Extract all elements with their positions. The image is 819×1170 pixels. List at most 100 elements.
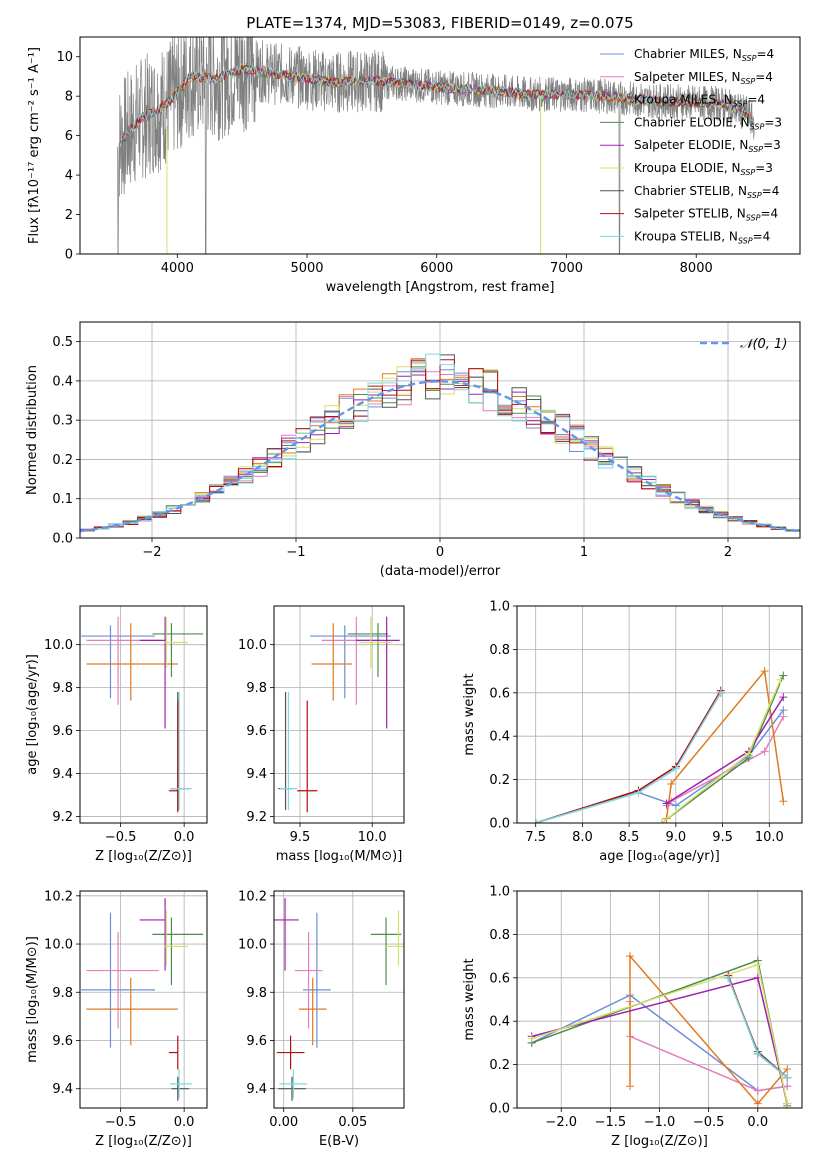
mass-vs-EBV-xtick-label: 0.05 <box>338 1115 367 1130</box>
spectrum-legend-label: Kroupa STELIB, NSSP=4 <box>634 229 770 245</box>
residuals-ytick-label: 0.1 <box>52 492 73 507</box>
spectrum-title: PLATE=1374, MJD=53083, FIBERID=0149, z=0… <box>246 14 633 32</box>
mass-weight-vs-age-point-marker <box>667 779 676 788</box>
legend-text-part: Salpeter STELIB, N <box>634 207 746 221</box>
mass-weight-vs-Z-point-marker <box>753 1049 762 1058</box>
spectrum-plot-area <box>117 37 755 254</box>
mass-weight-vs-age-ytick-label: 0.4 <box>489 730 510 745</box>
residuals-ylabel: Normed distribution <box>25 365 40 495</box>
mass-vs-Z-xlabel: Z [log₁₀(Z/Z⊙)] <box>95 1134 192 1149</box>
age-vs-Z-xtick-label: −0.5 <box>105 830 137 845</box>
mass-weight-vs-age-point-marker <box>744 749 753 758</box>
residuals-ytick-label: 0.4 <box>52 374 73 389</box>
mass-weight-vs-age-point-marker <box>779 693 788 702</box>
mass-weight-vs-Z-series-line <box>629 954 788 1105</box>
mass-vs-EBV-xtick-label: 0.00 <box>269 1115 298 1130</box>
mass-weight-vs-Z-point-marker <box>753 1099 762 1108</box>
mass-weight-vs-age-point-marker <box>634 788 643 797</box>
mass-weight-vs-Z-point-marker <box>753 960 762 969</box>
mass-weight-vs-Z-ytick-label: 0.2 <box>489 1058 510 1073</box>
mass-weight-vs-age-xtick-label: 7.5 <box>525 830 546 845</box>
mass-vs-EBV-ytick-label: 9.4 <box>246 1082 267 1097</box>
mass-weight-vs-age-point-marker <box>662 799 671 808</box>
legend-subscript: SSP <box>750 122 765 131</box>
legend-text-part: =4 <box>756 47 774 61</box>
legend-text-part: =4 <box>753 229 771 243</box>
mass-weight-vs-age-series-line <box>535 692 722 823</box>
mass-weight-vs-age-panel: 7.5 8.0 8.5 9.0 9.5 10.0 0.0 0.2 0.4 0.6 0.8 1.0 age… <box>462 600 803 864</box>
mass-vs-Z-plot-area <box>81 898 204 1101</box>
mass-weight-vs-Z-point-marker <box>724 973 733 982</box>
mass-vs-Z-panel: −0.5 0.0 9.4 9.6 9.8 10.0 10.2 Z [log₁₀(Z/Z⊙)] m… <box>25 889 208 1149</box>
mass-weight-vs-age-point-marker <box>779 797 788 806</box>
legend-subscript: SSP <box>733 100 748 109</box>
mass-weight-vs-age-xtick-label: 8.5 <box>619 830 640 845</box>
mass-weight-vs-Z-ytick-label: 0.8 <box>489 928 510 943</box>
age-vs-mass-xlabel: mass [log₁₀(M/M⊙)] <box>276 849 403 864</box>
age-vs-Z-xlabel: Z [log₁₀(Z/Z⊙)] <box>95 849 192 864</box>
mass-vs-EBV-plot-area <box>274 898 404 1101</box>
age-vs-Z-ytick-label: 9.4 <box>52 767 73 782</box>
legend-text-part: =3 <box>764 115 782 129</box>
spectrum-xtick-label: 7000 <box>550 261 583 276</box>
age-vs-mass-ytick-label: 9.6 <box>246 724 267 739</box>
spectrum-ytick-label: 10 <box>56 50 73 65</box>
age-vs-mass-panel: 9.5 10.0 9.2 9.4 9.6 9.8 10.0 mass [log₁₀(M/M⊙)… <box>238 605 405 864</box>
mass-weight-vs-age-frame <box>516 605 803 824</box>
spectrum-legend-label: Salpeter ELODIE, NSSP=3 <box>634 138 781 154</box>
mass-weight-vs-Z-xtick-label: −1.5 <box>595 1115 627 1130</box>
mass-weight-vs-age-point-marker <box>671 764 680 773</box>
mass-weight-vs-Z-point-marker <box>626 1082 635 1091</box>
mass-vs-EBV-xlabel: E(B-V) <box>319 1134 359 1149</box>
mass-weight-vs-Z-xtick-label: −1.0 <box>644 1115 676 1130</box>
legend-text-part: =3 <box>755 161 773 175</box>
legend-subscript: SSP <box>742 54 757 63</box>
spectrum-ytick-label: 2 <box>65 208 73 223</box>
mass-weight-vs-age-ytick-label: 0.8 <box>489 643 510 658</box>
legend-subscript: SSP <box>738 236 753 245</box>
mass-vs-Z-ytick-label: 9.8 <box>52 986 73 1001</box>
mass-weight-vs-age-xtick-label: 9.5 <box>712 830 733 845</box>
mass-weight-vs-Z-xlabel: Z [log₁₀(Z/Z⊙)] <box>611 1134 708 1149</box>
residuals-ytick-label: 0.3 <box>52 414 73 429</box>
mass-vs-Z-ytick-label: 10.2 <box>44 889 73 904</box>
mass-weight-vs-Z-point-marker <box>783 1082 792 1091</box>
spectrum-ytick-label: 8 <box>65 90 73 105</box>
spectrum-legend-label: Chabrier ELODIE, NSSP=3 <box>634 115 782 131</box>
mass-weight-vs-Z-plot-area <box>527 952 792 1108</box>
mass-vs-Z-xtick-label: 0.0 <box>174 1115 195 1130</box>
mass-weight-vs-Z-point-marker <box>527 1034 536 1043</box>
mass-weight-vs-Z-ytick-label: 0.6 <box>489 971 510 986</box>
residuals-xtick-label: −1 <box>286 545 305 560</box>
spectrum-frame <box>79 36 801 255</box>
mass-vs-Z-ylabel: mass [log₁₀(M/M⊙)] <box>25 936 40 1063</box>
age-vs-mass-xtick-label: 9.5 <box>290 830 311 845</box>
mass-weight-vs-Z-point-marker <box>626 952 635 961</box>
mass-weight-vs-age-xtick-label: 8.0 <box>572 830 593 845</box>
legend-text-part: Chabrier MILES, N <box>634 47 742 61</box>
mass-weight-vs-age-xlabel: age [log₁₀(age/yr)] <box>599 849 720 864</box>
mass-weight-vs-Z-panel: −2.0 −1.5 −1.0 −0.5 0.0 0.0 0.2 0.4 0.6 0.8 1.0 Z [… <box>462 885 803 1149</box>
age-vs-Z-panel: −0.5 0.0 9.2 9.4 9.6 9.8 10.0 Z [log₁₀(Z/Z⊙)] ag… <box>25 605 208 864</box>
mass-vs-EBV-panel: 0.00 0.05 9.4 9.6 9.8 10.0 10.2 E(B-V) <box>238 889 405 1149</box>
spectrum-legend-label: Chabrier STELIB, NSSP=4 <box>634 184 779 200</box>
age-vs-mass-ytick-label: 9.2 <box>246 810 267 825</box>
spectrum-ytick-label: 4 <box>65 169 73 184</box>
spectrum-xtick-label: 5000 <box>290 261 323 276</box>
mass-weight-vs-age-point-marker <box>716 688 725 697</box>
mass-weight-vs-Z-point-marker <box>783 1073 792 1082</box>
mass-weight-vs-Z-xtick-label: −0.5 <box>693 1115 725 1130</box>
spectrum-legend-label: Salpeter STELIB, NSSP=4 <box>634 207 778 223</box>
age-vs-Z-ytick-label: 10.0 <box>44 638 73 653</box>
spectrum-legend-label: Salpeter MILES, NSSP=4 <box>634 70 773 86</box>
legend-text-part: =4 <box>755 70 773 84</box>
mass-vs-EBV-ytick-label: 10.2 <box>238 889 267 904</box>
spectrum-legend-label: Chabrier MILES, NSSP=4 <box>634 47 774 63</box>
residuals-ytick-label: 0.2 <box>52 453 73 468</box>
mass-vs-EBV-ytick-label: 10.0 <box>238 938 267 953</box>
mass-weight-vs-Z-ytick-label: 0.0 <box>489 1102 510 1117</box>
mass-weight-vs-Z-point-marker <box>753 1086 762 1095</box>
age-vs-mass-ytick-label: 9.8 <box>246 681 267 696</box>
mass-weight-vs-Z-xtick-label: 0.0 <box>747 1115 768 1130</box>
legend-subscript: SSP <box>747 191 762 200</box>
